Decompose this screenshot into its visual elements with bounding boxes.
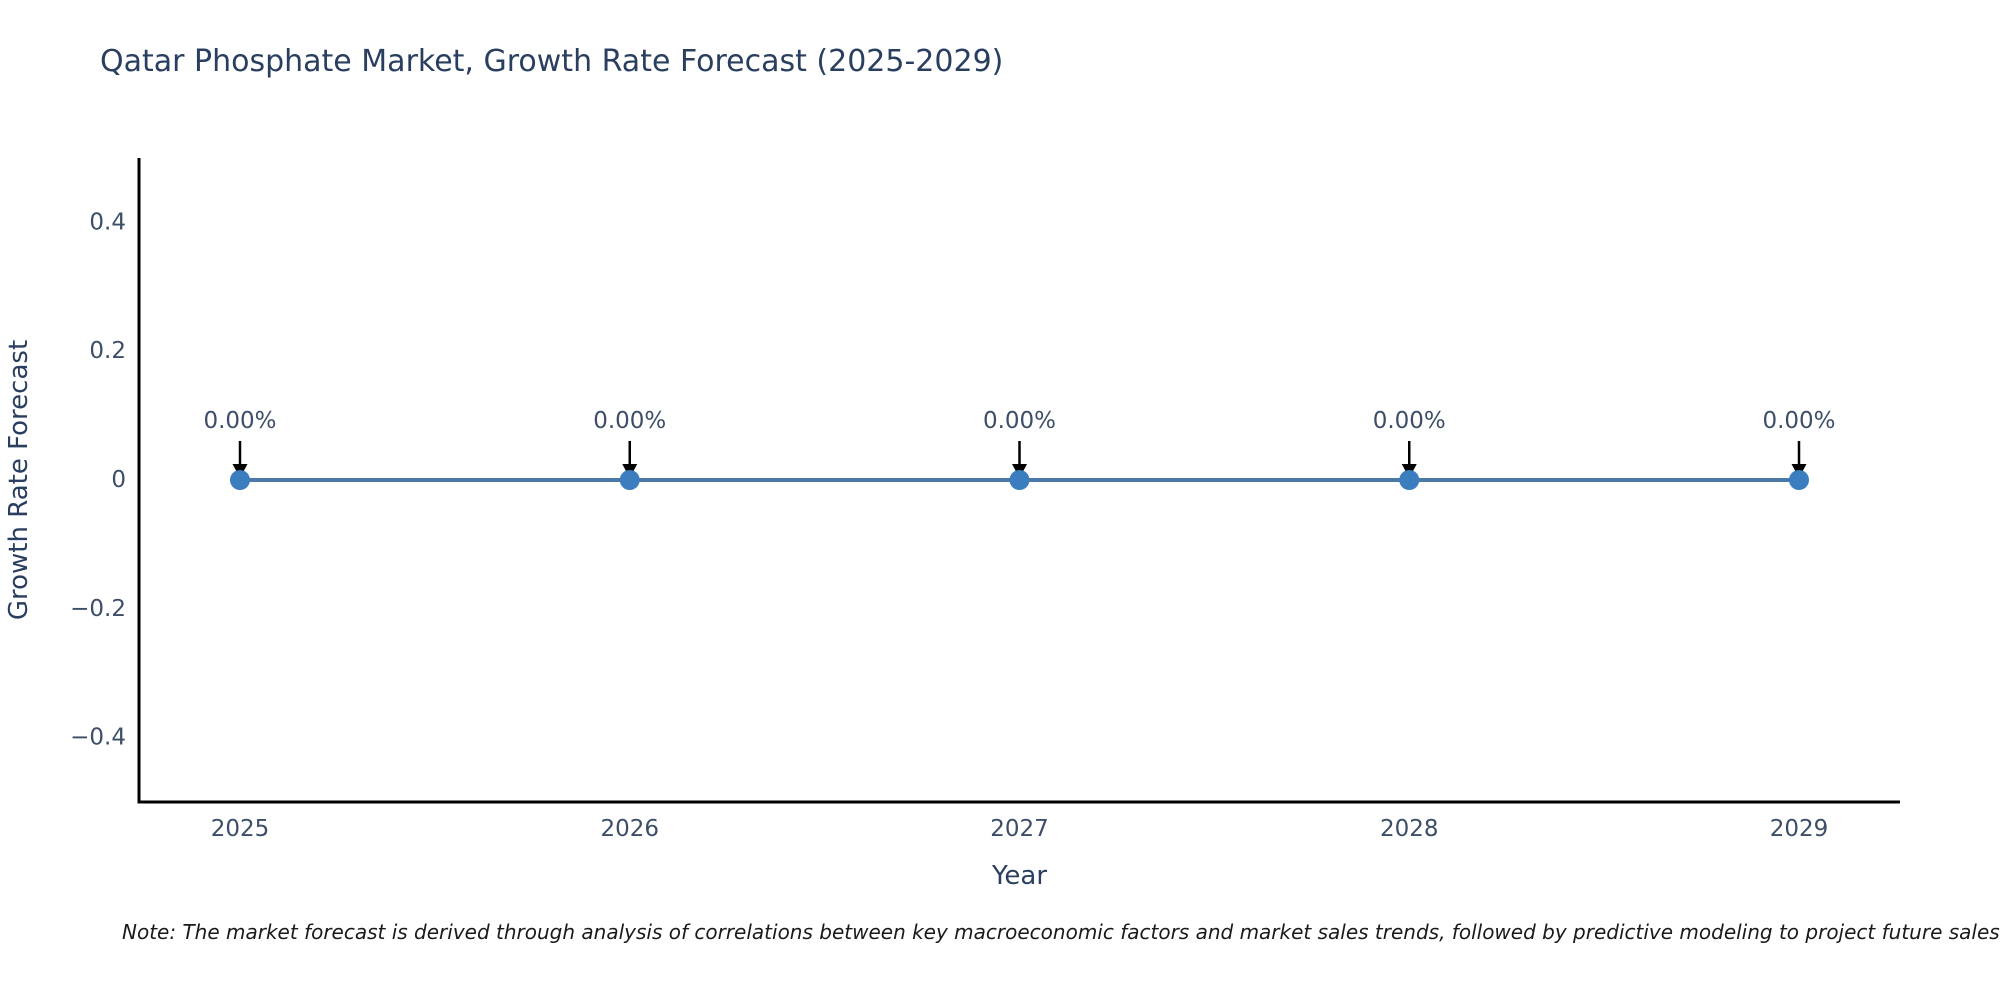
x-tick-label: 2028 bbox=[1380, 816, 1439, 842]
y-tick-label: 0.4 bbox=[89, 209, 126, 235]
data-point-2027[interactable] bbox=[1009, 470, 1030, 490]
footnote: Note: The market forecast is derived thr… bbox=[122, 920, 2000, 944]
y-tick-label: −0.2 bbox=[70, 596, 126, 622]
x-tick-label: 2025 bbox=[211, 816, 270, 842]
x-tick-label: 2029 bbox=[1770, 816, 1829, 842]
x-axis-title: Year bbox=[991, 861, 1047, 891]
data-point-2025[interactable] bbox=[230, 470, 250, 490]
data-point-2028[interactable] bbox=[1399, 470, 1420, 490]
annotation-label: 0.00% bbox=[1762, 408, 1835, 434]
x-tick-label: 2026 bbox=[600, 816, 659, 842]
y-axis-title: Growth Rate Forecast bbox=[4, 340, 34, 620]
annotation-label: 0.00% bbox=[593, 408, 666, 434]
y-tick-label: −0.4 bbox=[70, 725, 126, 751]
chart-title: Qatar Phosphate Market, Growth Rate Fore… bbox=[100, 44, 1004, 79]
x-tick-label: 2027 bbox=[990, 816, 1049, 842]
y-tick-label: 0.2 bbox=[89, 338, 126, 364]
annotation-label: 0.00% bbox=[203, 408, 276, 434]
annotation-label: 0.00% bbox=[983, 408, 1056, 434]
data-point-2029[interactable] bbox=[1789, 470, 1809, 490]
data-point-2026[interactable] bbox=[619, 470, 640, 490]
annotation-label: 0.00% bbox=[1373, 408, 1446, 434]
y-tick-label: 0 bbox=[111, 467, 126, 493]
